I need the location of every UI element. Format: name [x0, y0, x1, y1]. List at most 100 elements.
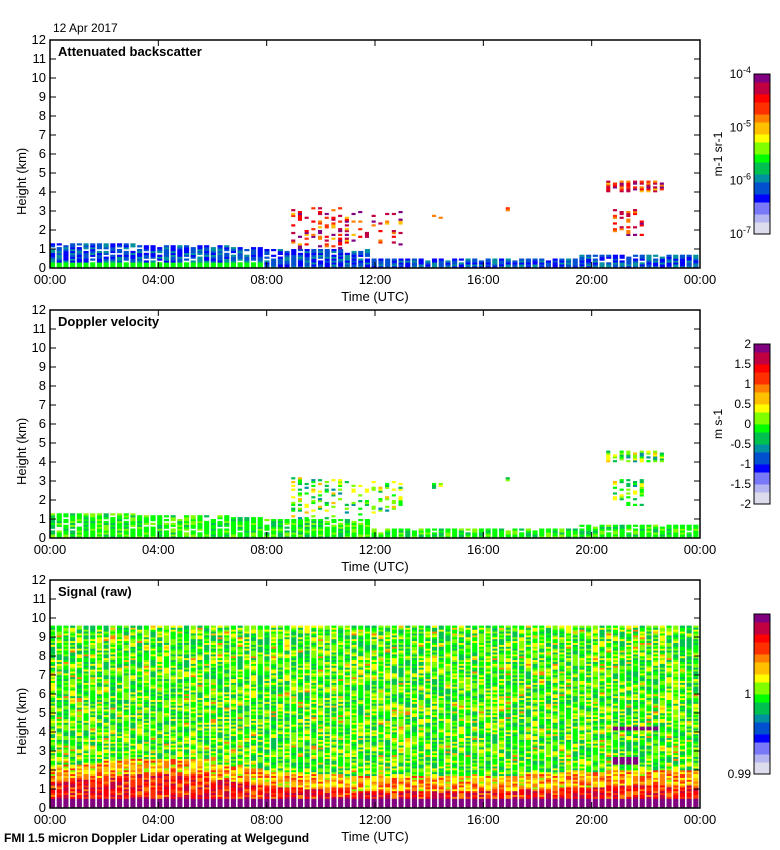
- heatmap-cell: [190, 680, 196, 683]
- heatmap-cell: [163, 760, 169, 763]
- heatmap-cell: [163, 530, 169, 533]
- heatmap-cell: [96, 243, 102, 246]
- heatmap-cell: [230, 785, 236, 788]
- heatmap-cell: [673, 536, 679, 539]
- heatmap-cell: [50, 785, 56, 788]
- colorbar-segment: [754, 118, 770, 123]
- heatmap-cell: [137, 785, 143, 788]
- heatmap-cell: [297, 479, 302, 482]
- heatmap-cell: [96, 758, 102, 761]
- heatmap-cell: [237, 644, 243, 647]
- heatmap-cell: [103, 694, 109, 697]
- heatmap-cell: [217, 711, 223, 714]
- heatmap-cell: [163, 785, 169, 788]
- heatmap-cell: [230, 722, 236, 725]
- heatmap-cell: [143, 718, 149, 721]
- heatmap-cell: [63, 646, 69, 649]
- heatmap-cell: [184, 743, 190, 746]
- heatmap-cell: [197, 652, 203, 655]
- heatmap-cell: [50, 627, 56, 630]
- heatmap-cell: [150, 794, 156, 797]
- heatmap-cell: [117, 682, 123, 685]
- heatmap-cell: [351, 532, 357, 535]
- heatmap-cell: [117, 690, 123, 693]
- heatmap-cell: [633, 266, 639, 269]
- heatmap-cell: [76, 779, 82, 782]
- colorbar-segment: [754, 364, 770, 369]
- heatmap-cell: [224, 524, 230, 527]
- heatmap-cell: [110, 638, 116, 642]
- heatmap-cell: [224, 245, 230, 248]
- heatmap-cell: [633, 482, 638, 486]
- heatmap-cell: [170, 794, 176, 797]
- heatmap-cell: [545, 262, 551, 265]
- heatmap-cell: [237, 716, 243, 719]
- heatmap-cell: [184, 785, 190, 788]
- heatmap-cell: [297, 477, 302, 480]
- heatmap-cell: [96, 745, 102, 748]
- heatmap-cell: [130, 661, 136, 664]
- heatmap-cell: [619, 260, 625, 263]
- heatmap-cell: [291, 534, 297, 537]
- heatmap-cell: [63, 625, 69, 628]
- heatmap-cell: [63, 661, 69, 664]
- heatmap-cell: [137, 625, 143, 628]
- heatmap-cell: [633, 524, 639, 527]
- heatmap-cell: [110, 800, 116, 803]
- heatmap-cell: [358, 530, 364, 533]
- heatmap-cell: [83, 751, 89, 754]
- y-tick-label: 4: [39, 184, 46, 199]
- heatmap-cell: [391, 488, 396, 491]
- heatmap-cell: [599, 258, 605, 261]
- heatmap-cell: [83, 245, 89, 248]
- heatmap-cell: [170, 629, 176, 632]
- heatmap-cell: [130, 536, 136, 539]
- heatmap-cell: [230, 673, 236, 676]
- heatmap-cell: [123, 743, 129, 746]
- heatmap-cell: [204, 751, 210, 754]
- heatmap-cell: [117, 678, 123, 681]
- heatmap-cell: [184, 773, 190, 776]
- heatmap-cell: [163, 665, 169, 668]
- heatmap-cell: [297, 517, 302, 520]
- heatmap-cell: [284, 519, 290, 522]
- heatmap-cell: [130, 781, 136, 784]
- heatmap-cell: [163, 633, 169, 636]
- heatmap-cell: [217, 768, 223, 771]
- heatmap-cell: [90, 625, 96, 628]
- heatmap-cell: [103, 629, 109, 632]
- heatmap-cell: [324, 258, 330, 261]
- heatmap-cell: [123, 631, 129, 634]
- heatmap-cell: [163, 730, 169, 733]
- heatmap-cell: [90, 633, 96, 636]
- heatmap-cell: [204, 631, 210, 634]
- heatmap-cell: [210, 720, 216, 723]
- heatmap-cell: [137, 707, 143, 710]
- heatmap-cell: [385, 530, 391, 533]
- heatmap-cell: [170, 792, 176, 795]
- heatmap-cell: [237, 661, 243, 664]
- colorbar-segment: [754, 138, 770, 143]
- heatmap-cell: [244, 262, 250, 265]
- heatmap-cell: [170, 633, 176, 636]
- heatmap-cell: [378, 490, 383, 493]
- heatmap-cell: [170, 676, 176, 680]
- heatmap-cell: [458, 266, 464, 269]
- heatmap-cell: [230, 638, 236, 642]
- y-tick-label: 11: [33, 321, 47, 336]
- heatmap-cell: [177, 701, 183, 704]
- heatmap-cell: [177, 688, 183, 691]
- heatmap-cell: [150, 534, 156, 537]
- heatmap-cell: [217, 656, 223, 659]
- heatmap-cell: [90, 522, 96, 525]
- heatmap-cell: [318, 524, 324, 527]
- heatmap-cell: [177, 768, 183, 771]
- heatmap-cell: [96, 688, 102, 691]
- heatmap-cell: [485, 536, 491, 539]
- heatmap-cell: [653, 458, 658, 461]
- heatmap-cell: [90, 524, 96, 527]
- heatmap-cell: [291, 522, 297, 525]
- heatmap-cell: [123, 796, 129, 799]
- heatmap-cell: [324, 250, 330, 254]
- heatmap-cell: [70, 747, 76, 750]
